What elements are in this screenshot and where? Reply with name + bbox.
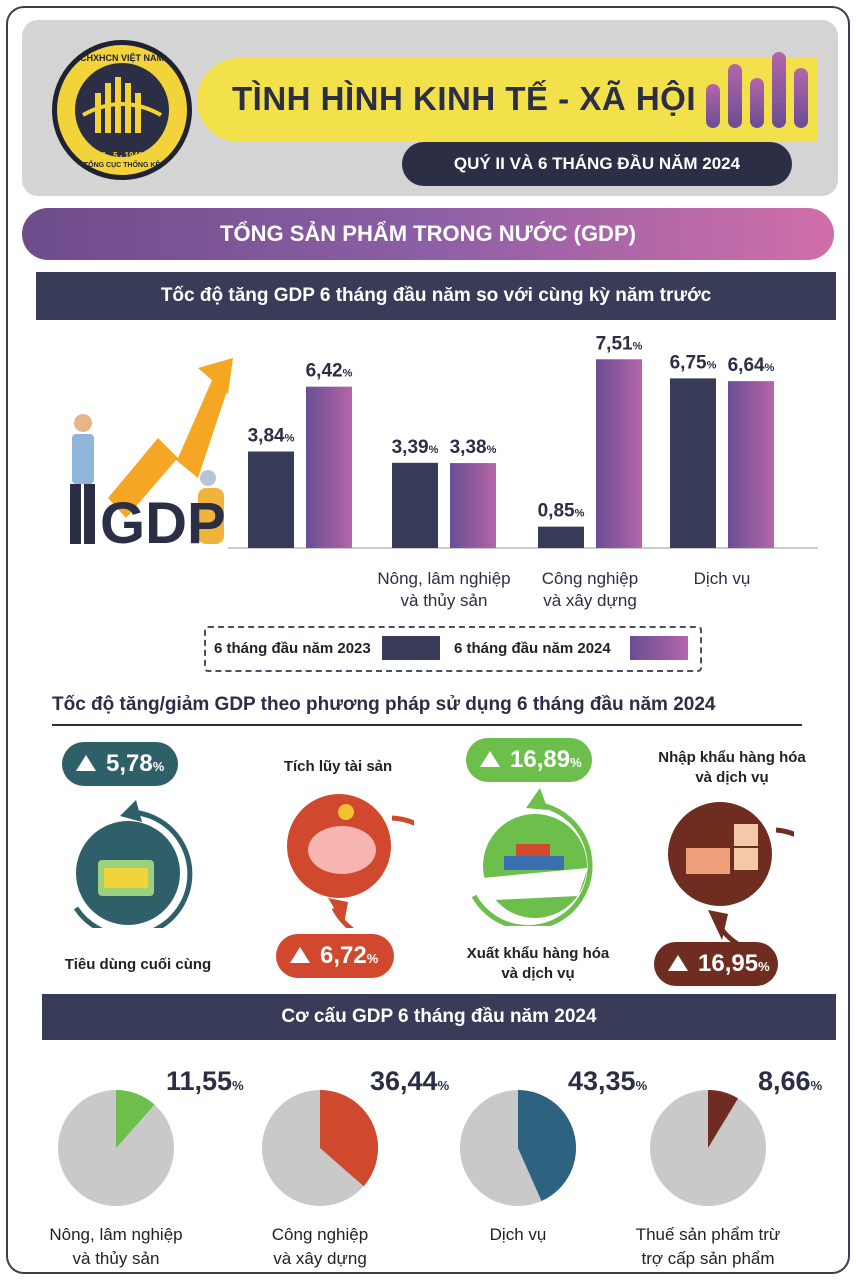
gdp-growth-chart: 3,84% 6,42% 3,39% 3,38% Nông, lâm nghiệp và t… bbox=[228, 333, 818, 610]
up-triangle-icon bbox=[76, 755, 96, 771]
growth-arrow-icon bbox=[108, 378, 228, 518]
legend-swatch-2024 bbox=[630, 636, 688, 660]
pie-category-label: Dịch vụ bbox=[490, 1225, 547, 1244]
bar-2024-3 bbox=[728, 381, 774, 548]
page-title: TÌNH HÌNH KINH TẾ - XÃ HỘI bbox=[232, 80, 696, 117]
pie-category-label: Thuế sản phẩm trừ bbox=[636, 1225, 781, 1244]
legend-label-2024: 6 tháng đầu năm 2024 bbox=[454, 640, 611, 657]
logo-text-top: CHXHCN VIỆT NAM bbox=[79, 53, 164, 63]
pie-value-label: 36,44% bbox=[370, 1066, 450, 1096]
bar-2024-2 bbox=[596, 359, 642, 548]
bar-value-label: 3,84% bbox=[248, 426, 295, 447]
page-subtitle: QUÝ II VÀ 6 THÁNG ĐẦU NĂM 2024 bbox=[402, 142, 792, 186]
box-icon bbox=[734, 824, 758, 846]
header: CHXHCN VIỆT NAM 6 - 5 - 1946 TỔNG CỤC TH… bbox=[22, 20, 838, 196]
category-label: Dịch vụ bbox=[694, 569, 751, 588]
pie-category-label: Nông, lâm nghiệp bbox=[49, 1225, 182, 1244]
gdp-illustration: GDP bbox=[70, 358, 233, 556]
bar-2023-1 bbox=[392, 462, 438, 548]
ship-icon bbox=[482, 868, 588, 900]
forklift-icon bbox=[686, 848, 730, 874]
gso-logo: CHXHCN VIỆT NAM 6 - 5 - 1946 TỔNG CỤC TH… bbox=[52, 40, 192, 180]
usage-value-export: 16,89 bbox=[510, 746, 571, 773]
gdp-structure-pies: 11,55% Nông, lâm nghiệp và thủy sản 36,44% C… bbox=[49, 1066, 823, 1268]
usage-value-accumulation: 6,72 bbox=[320, 942, 367, 969]
pie-slice bbox=[320, 1090, 378, 1187]
unit-label: % bbox=[758, 959, 770, 974]
usage-label-export-line1: Xuất khẩu hàng hóa bbox=[466, 945, 610, 962]
pie-slice bbox=[116, 1090, 155, 1148]
logo-date: 6 - 5 - 1946 bbox=[101, 151, 143, 160]
usage-value-consumption: 5,78 bbox=[106, 750, 153, 777]
bar-value-label: 3,38% bbox=[450, 437, 497, 458]
usage-pill-import: 16,95% bbox=[654, 942, 778, 986]
accumulation-cycle-icon bbox=[287, 794, 414, 928]
logo-emblem bbox=[75, 63, 169, 157]
up-triangle-icon bbox=[290, 947, 310, 963]
usage-label-import-line1: Nhập khẩu hàng hóa bbox=[658, 749, 806, 766]
section-title-gdp: TỔNG SẢN PHẨM TRONG NƯỚC (GDP) bbox=[22, 208, 834, 260]
usage-label-export-line2: và dịch vụ bbox=[501, 965, 575, 982]
coins-icon bbox=[198, 488, 224, 544]
structure-title: Cơ cấu GDP 6 tháng đầu năm 2024 bbox=[42, 994, 836, 1040]
bar-value-label: 7,51% bbox=[596, 333, 643, 354]
up-triangle-icon bbox=[668, 955, 688, 971]
legend-label-2023: 6 tháng đầu năm 2023 bbox=[214, 640, 371, 657]
consumption-cycle-icon bbox=[73, 800, 193, 928]
legend-swatch-2023 bbox=[382, 636, 440, 660]
logo-bars-icon bbox=[82, 77, 162, 133]
usage-pill-accumulation: 6,72% bbox=[276, 934, 394, 978]
bar-value-label: 0,85% bbox=[538, 501, 585, 522]
piggy-bank-icon bbox=[308, 826, 376, 874]
pie-category-label: và xây dựng bbox=[273, 1249, 367, 1268]
bar-2023-0 bbox=[248, 451, 294, 548]
bar-value-label: 6,64% bbox=[728, 355, 775, 376]
bar-2023-3 bbox=[670, 378, 716, 548]
usage-value-import: 16,95 bbox=[698, 950, 759, 977]
unit-label: % bbox=[570, 755, 582, 770]
person-icon bbox=[74, 414, 92, 432]
usage-label-consumption: Tiêu dùng cuối cùng bbox=[64, 956, 212, 973]
pie-category-label: và thủy sản bbox=[73, 1249, 160, 1268]
pie-slice bbox=[708, 1090, 739, 1148]
usage-title: Tốc độ tăng/giảm GDP theo phương pháp sử… bbox=[52, 694, 802, 726]
export-cycle-icon bbox=[471, 788, 593, 926]
usage-pill-consumption: 5,78% bbox=[62, 742, 178, 786]
usage-label-export: Xuất khẩu hàng hóa và dịch vụ bbox=[448, 944, 628, 984]
category-label: Nông, lâm nghiệp bbox=[377, 569, 510, 588]
bar-2023-2 bbox=[538, 526, 584, 548]
bar-2024-0 bbox=[306, 386, 352, 548]
chart-legend: 6 tháng đầu năm 2023 6 tháng đầu năm 202… bbox=[204, 626, 702, 672]
infographic-frame: CHXHCN VIỆT NAM 6 - 5 - 1946 TỔNG CỤC TH… bbox=[6, 6, 850, 1274]
bar-value-label: 6,75% bbox=[670, 352, 717, 373]
unit-label: % bbox=[366, 951, 379, 966]
usage-label-import-line2: và dịch vụ bbox=[695, 769, 769, 786]
gdp-illustration-text: GDP bbox=[100, 491, 226, 556]
pie-category-label: Công nghiệp bbox=[272, 1225, 368, 1244]
header-bars-icon bbox=[706, 52, 808, 128]
logo-text-bottom: TỔNG CỤC THỐNG KÊ bbox=[83, 162, 161, 169]
money-bag-icon bbox=[200, 470, 216, 486]
category-label: và xây dựng bbox=[543, 591, 637, 610]
category-label: và thủy sản bbox=[401, 591, 488, 610]
pie-value-label: 8,66% bbox=[758, 1066, 823, 1096]
pie-slice bbox=[518, 1090, 576, 1202]
bar-value-label: 3,39% bbox=[392, 437, 439, 458]
up-triangle-icon bbox=[480, 751, 500, 767]
import-cycle-icon bbox=[668, 802, 794, 944]
usage-label-accumulation: Tích lũy tài sản bbox=[283, 758, 393, 775]
usage-pill-export: 16,89% bbox=[466, 738, 592, 782]
unit-label: % bbox=[152, 759, 165, 774]
growth-chart-title: Tốc độ tăng GDP 6 tháng đầu năm so với c… bbox=[36, 272, 836, 320]
bar-value-label: 6,42% bbox=[306, 361, 353, 382]
bar-2024-1 bbox=[450, 463, 496, 548]
pie-category-label: trợ cấp sản phẩm bbox=[641, 1249, 774, 1268]
pie-value-label: 43,35% bbox=[568, 1066, 648, 1096]
usage-label-import: Nhập khẩu hàng hóa và dịch vụ bbox=[642, 748, 822, 788]
category-label: Công nghiệp bbox=[542, 569, 638, 588]
pie-value-label: 11,55% bbox=[166, 1066, 244, 1096]
